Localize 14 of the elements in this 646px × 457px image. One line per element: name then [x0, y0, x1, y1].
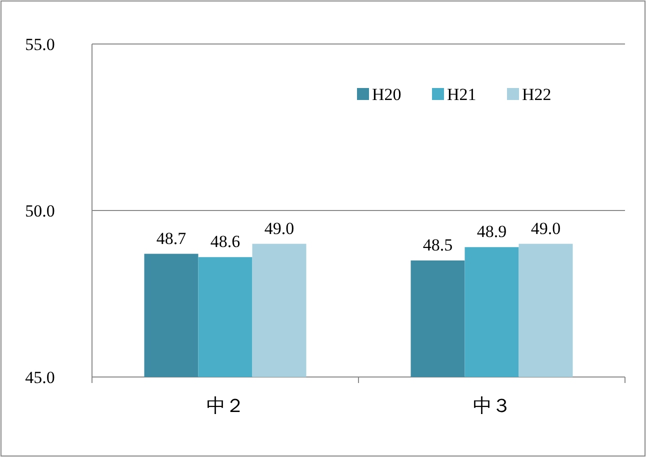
x-tick-label: 中２ [206, 396, 244, 417]
legend-label: H21 [447, 85, 476, 104]
data-label: 49.0 [264, 218, 294, 238]
y-tick-label: 55.0 [25, 35, 55, 54]
y-tick-label: 45.0 [25, 368, 55, 387]
legend-label: H22 [522, 85, 552, 104]
legend-label: H20 [372, 85, 402, 104]
data-label: 48.7 [156, 228, 187, 248]
x-tick-label: 中３ [472, 396, 511, 417]
y-tick-label: 50.0 [25, 202, 55, 220]
data-label: 48.5 [422, 235, 453, 254]
data-label: 48.9 [476, 222, 507, 242]
data-label: 48.6 [210, 232, 240, 252]
data-label: 49.0 [530, 218, 561, 238]
